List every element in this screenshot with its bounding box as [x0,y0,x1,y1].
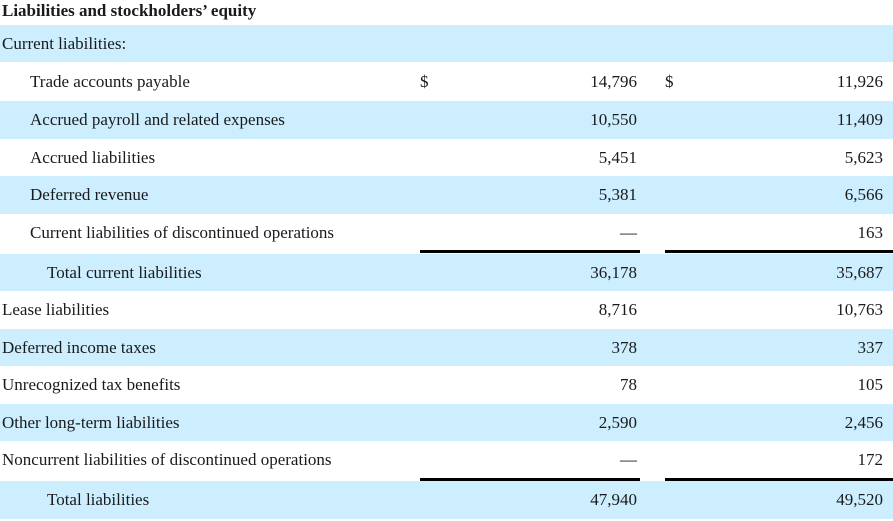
value-prior-year: 11,409 [836,110,883,129]
row-label: Trade accounts payable [30,71,190,91]
value-prior-year: 11,926 [836,71,883,91]
currency-symbol: $ [665,71,674,91]
value-prior-year: 105 [857,375,884,394]
value-current-year: — [620,222,637,242]
row-label: Noncurrent liabilities of discontinued o… [2,450,332,469]
row-label: Other long-term liabilities [2,412,180,432]
row-label: Total current liabilities [47,262,202,282]
table-row: Trade accounts payable $ $14,796 11,926 [0,62,893,101]
value-current-year [420,25,637,62]
value-current-year: 378 [611,337,638,357]
table-row: Noncurrent liabilities of discontinued o… [0,441,893,479]
row-label: Deferred revenue [30,185,149,204]
value-current-year: 2,590 [598,412,637,432]
table-row: Accrued payroll and related expenses 10,5… [0,101,893,139]
value-prior-year: 172 [857,450,884,469]
value-prior-year: 337 [857,337,884,357]
table-row: Current liabilities of discontinued oper… [0,214,893,251]
row-label: Accrued liabilities [30,147,156,167]
value-prior-year: 6,566 [844,185,883,204]
row-label: Total liabilities [47,490,150,509]
table-row: Accrued liabilities 5,451 5,623 [0,139,893,176]
value-current-year: 10,550 [590,110,637,129]
value-prior-year: 49,520 [836,490,883,509]
table-row: Total liabilities 47,940 49,520 [0,481,893,519]
value-prior-year [665,25,883,62]
value-prior-year: 163 [857,222,884,242]
subtotal-rule [420,478,640,481]
table-row: Current liabilities: [0,25,893,62]
subtotal-rule [665,250,893,253]
table-row: Deferred income taxes 378 337 [0,329,893,366]
value-prior-year: 10,763 [836,300,883,319]
table-row: Total current liabilities 36,178 35,687 [0,254,893,291]
value-current-year: 36,178 [590,262,637,282]
table-row: Deferred revenue 5,381 6,566 [0,176,893,214]
section-heading: Liabilities and stockholders’ equity [2,1,257,20]
value-current-year: 5,451 [598,147,637,167]
value-prior-year: 2,456 [844,412,883,432]
row-label: Current liabilities: [2,33,127,53]
row-label: Current liabilities of discontinued oper… [30,222,335,242]
row-label: Lease liabilities [2,300,110,319]
value-prior-year: 35,687 [836,262,883,282]
value-current-year: 14,796 [590,71,637,91]
value-prior-year: 5,623 [844,147,883,167]
table-row: Other long-term liabilities 2,590 2,456 [0,404,893,441]
value-current-year: — [620,450,637,469]
subtotal-rule [420,250,640,253]
table-row: Unrecognized tax benefits 78 105 [0,366,893,404]
subtotal-rule [665,478,893,481]
value-current-year: 8,716 [598,300,637,319]
row-label: Accrued payroll and related expenses [30,110,285,129]
value-current-year: 78 [620,375,637,394]
row-label: Unrecognized tax benefits [2,375,181,394]
value-current-year: 47,940 [590,490,637,509]
currency-symbol: $ [420,71,429,91]
value-current-year: 5,381 [598,185,637,204]
row-label: Deferred income taxes [2,337,156,357]
table-row: Lease liabilities 8,716 10,763 [0,291,893,329]
